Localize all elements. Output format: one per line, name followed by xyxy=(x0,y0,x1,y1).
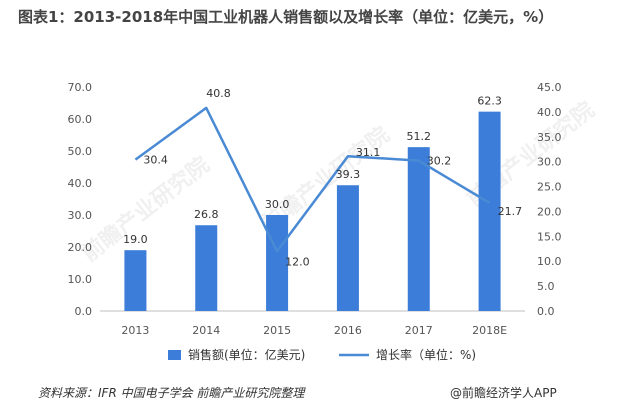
legend-label-growth: 增长率（单位：%) xyxy=(376,347,476,362)
y-right-tick-label: 10.0 xyxy=(537,255,562,268)
x-tick-label: 2013 xyxy=(121,324,149,337)
y-right-tick-label: 5.0 xyxy=(537,280,555,293)
growth-value-label: 31.1 xyxy=(356,146,381,159)
x-tick-label: 2014 xyxy=(192,324,220,337)
bar-value-label: 62.3 xyxy=(477,95,502,108)
bar-value-label: 39.3 xyxy=(336,168,361,181)
x-tick-label: 2018E xyxy=(472,324,507,337)
legend-label-sales: 销售额(单位：亿美元) xyxy=(188,347,305,362)
x-tick-label: 2016 xyxy=(334,324,362,337)
y-left-tick-label: 0.0 xyxy=(75,305,93,318)
y-left-tick-label: 10.0 xyxy=(68,273,93,286)
bar xyxy=(407,147,430,311)
bar xyxy=(336,185,359,311)
y-left-tick-label: 40.0 xyxy=(68,177,93,190)
legend-swatch-sales xyxy=(168,350,181,360)
x-tick-label: 2015 xyxy=(263,324,291,337)
growth-value-label: 21.7 xyxy=(498,205,523,218)
growth-value-label: 30.4 xyxy=(143,154,168,167)
source-note: 资料来源：IFR 中国电子学会 前瞻产业研究院整理 xyxy=(38,386,305,400)
bar-value-label: 26.8 xyxy=(194,208,219,221)
bar xyxy=(195,225,218,311)
bar-value-label: 51.2 xyxy=(407,130,432,143)
y-left-tick-label: 50.0 xyxy=(68,145,93,158)
y-left-tick-label: 70.0 xyxy=(68,81,93,94)
y-left-tick-label: 20.0 xyxy=(68,241,93,254)
legend: 销售额(单位：亿美元) 增长率（单位：%) xyxy=(168,347,476,362)
y-right-tick-label: 35.0 xyxy=(537,131,562,144)
y-left-tick-label: 60.0 xyxy=(68,113,93,126)
growth-value-label: 40.8 xyxy=(206,87,231,100)
growth-line xyxy=(134,106,491,253)
growth-rate-line xyxy=(134,106,491,253)
x-tick-label: 2017 xyxy=(405,324,433,337)
brand-credit: @前瞻经济学人APP xyxy=(450,386,557,400)
y-right-tick-label: 30.0 xyxy=(537,156,562,169)
bars xyxy=(124,111,501,311)
y-right-tick-label: 0.0 xyxy=(537,305,555,318)
bar xyxy=(478,111,501,311)
y-right-tick-label: 40.0 xyxy=(537,106,562,119)
y-right-tick-label: 45.0 xyxy=(537,81,562,94)
growth-value-label: 12.0 xyxy=(285,255,310,268)
axes: 0.0 10.0 20.0 30.0 40.0 50.0 60.0 70.0 0.0 5.0 10.… xyxy=(68,81,562,337)
data-labels: 19.0 26.8 30.0 39.3 51.2 62.3 30.4 40.8 12.0 31.1… xyxy=(123,87,522,268)
bar xyxy=(124,250,147,311)
y-left-tick-label: 30.0 xyxy=(68,209,93,222)
bar-value-label: 19.0 xyxy=(123,233,148,246)
chart-title: 图表1：2013-2018年中国工业机器人销售额以及增长率（单位：亿美元，%） xyxy=(18,8,554,26)
y-right-tick-label: 25.0 xyxy=(537,181,562,194)
growth-value-label: 30.2 xyxy=(427,155,452,168)
y-right-tick-label: 20.0 xyxy=(537,205,562,218)
y-right-tick-label: 15.0 xyxy=(537,230,562,243)
bar-value-label: 30.0 xyxy=(265,198,290,211)
